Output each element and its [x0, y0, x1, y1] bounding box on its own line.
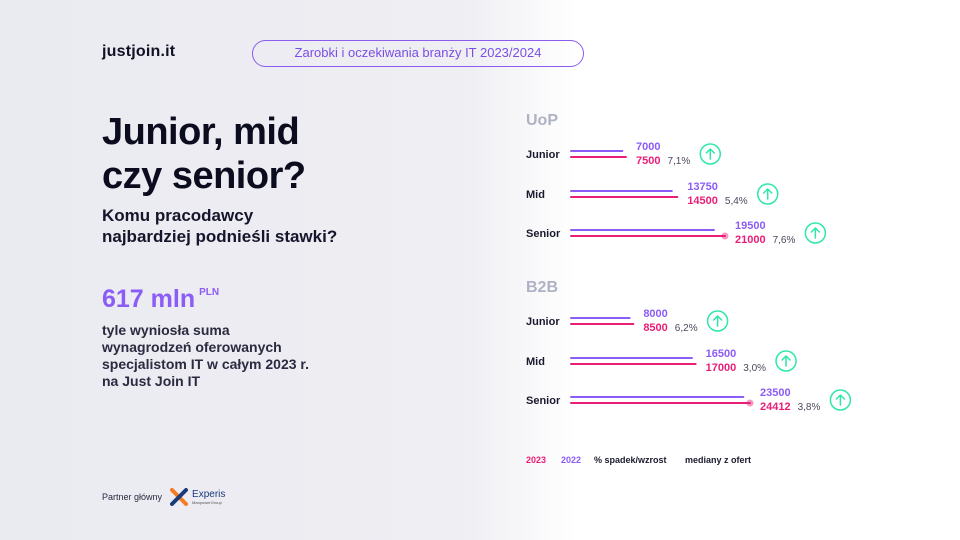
change-percent-label: 7,1%	[667, 156, 690, 167]
stat-description-line: tyle wyniosła suma	[102, 322, 230, 338]
trend-up-icon	[706, 310, 729, 332]
partner-block: Partner główny Experis ManpowerGroup	[102, 488, 225, 506]
stat-description-line: na Just Join IT	[102, 373, 201, 389]
value-label-2022: 23500	[760, 387, 791, 399]
legend-item: mediany z ofert	[685, 455, 751, 465]
page-subheading: Komu pracodawcy najbardziej podnieśli st…	[102, 205, 337, 247]
value-label-2023: 8500	[643, 322, 667, 334]
section-title-uop: UoP	[526, 112, 558, 129]
trend-up-icon	[804, 222, 827, 244]
total-salary-stat: 617 mln PLN	[102, 285, 219, 314]
experis-x-icon	[170, 488, 189, 506]
partner-logo: Experis ManpowerGroup	[170, 488, 225, 506]
category-label: Mid	[526, 356, 545, 368]
subheading-line: najbardziej podnieśli stawki?	[102, 227, 338, 246]
trend-up-icon	[756, 183, 779, 205]
category-label: Junior	[526, 316, 560, 328]
trend-up-arrow-icon	[705, 148, 716, 160]
trend-up-arrow-icon	[781, 355, 791, 367]
value-label-2023: 17000	[706, 362, 737, 374]
trend-up-icon	[775, 350, 797, 372]
bar-end-glow	[746, 399, 754, 407]
category-label: Junior	[526, 149, 560, 161]
trend-up-arrow-icon	[712, 315, 723, 327]
stat-description-line: wynagrodzeń oferowanych	[102, 339, 282, 355]
trend-up-arrow-icon	[762, 188, 773, 200]
category-label: Mid	[526, 189, 545, 201]
value-label-2022: 7000	[636, 141, 660, 153]
partner-subname: ManpowerGroup	[192, 500, 222, 505]
change-percent-label: 5,4%	[725, 196, 748, 207]
category-label: Senior	[526, 395, 561, 407]
headline-line: czy senior?	[102, 155, 306, 197]
stat-description-line: specjalistom IT w całym 2023 r.	[102, 356, 309, 372]
value-label-2022: 19500	[735, 220, 766, 232]
trend-up-icon	[699, 143, 722, 165]
report-title-badge: Zarobki i oczekiwania branży IT 2023/202…	[252, 40, 584, 67]
category-label: Senior	[526, 228, 561, 240]
change-percent-label: 3,8%	[798, 402, 821, 413]
value-label-2023: 14500	[687, 195, 718, 207]
value-label-2022: 13750	[687, 181, 718, 193]
trend-up-arrow-icon	[810, 227, 821, 239]
headline-line: Junior, mid	[102, 111, 300, 153]
stat-unit: PLN	[199, 287, 220, 298]
bar-end-glow	[721, 232, 729, 240]
stat-value: 617 mln	[102, 285, 196, 313]
partner-name: Experis	[192, 489, 226, 500]
page-headline: Junior, mid czy senior?	[102, 110, 306, 198]
change-percent-label: 3,0%	[743, 363, 766, 374]
partner-label: Partner główny	[102, 492, 163, 502]
trend-up-icon	[829, 389, 852, 411]
value-label-2023: 24412	[760, 401, 791, 413]
value-label-2023: 21000	[735, 234, 766, 246]
legend-item: % spadek/wzrost	[594, 455, 667, 465]
value-label-2023: 7500	[636, 155, 660, 167]
change-percent-label: 6,2%	[675, 323, 698, 334]
change-percent-label: 7,6%	[773, 235, 796, 246]
value-label-2022: 16500	[706, 348, 737, 360]
legend-item: 2022	[561, 455, 581, 465]
legend-item: 2023	[526, 455, 546, 465]
trend-up-arrow-icon	[835, 394, 846, 406]
subheading-line: Komu pracodawcy	[102, 206, 254, 225]
stat-description: tyle wyniosła suma wynagrodzeń oferowany…	[102, 322, 309, 390]
value-label-2022: 8000	[643, 308, 667, 320]
brand-logo: justjoin.it	[102, 43, 176, 60]
section-title-b2b: B2B	[526, 279, 558, 296]
